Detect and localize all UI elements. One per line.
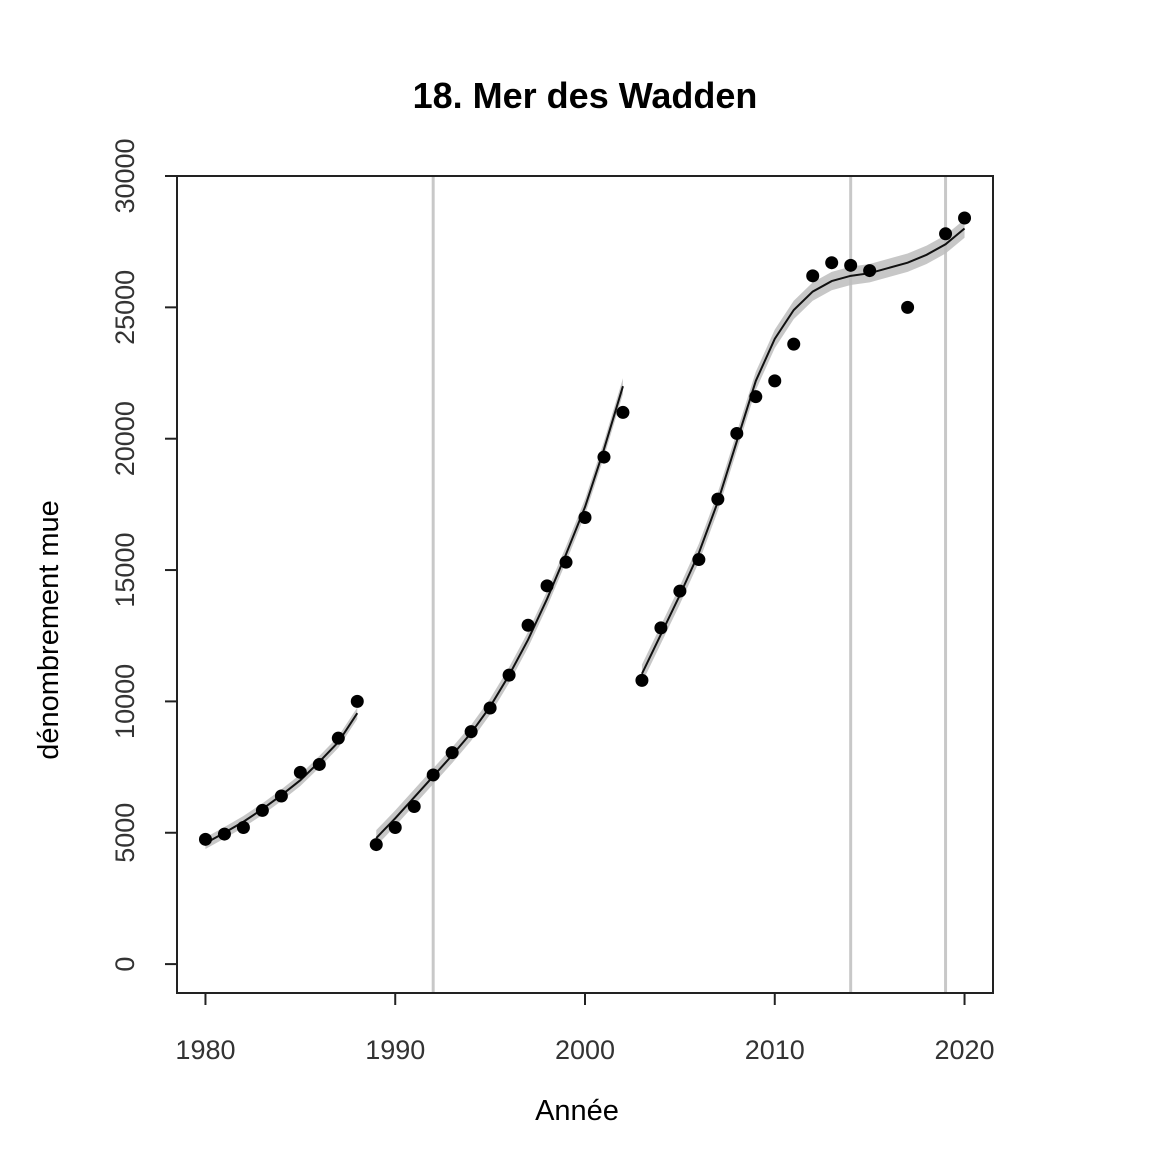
data-point (958, 211, 972, 225)
data-point (806, 269, 820, 283)
fit-line-2 (375, 385, 624, 839)
data-point (331, 731, 345, 745)
y-tick-label: 10000 (110, 664, 140, 739)
data-point (787, 337, 801, 351)
data-point (217, 827, 231, 841)
data-point (369, 838, 383, 852)
data-point (863, 264, 877, 278)
data-point (901, 300, 915, 314)
data-point (844, 258, 858, 272)
data-point (483, 701, 497, 715)
data-point (502, 668, 516, 682)
data-point (768, 374, 782, 388)
data-point (255, 803, 269, 817)
x-tick-label: 1990 (365, 1035, 425, 1065)
data-point (749, 390, 763, 404)
data-point (426, 768, 440, 782)
y-tick-label: 0 (110, 957, 140, 972)
data-point (350, 694, 364, 708)
x-tick-label: 2010 (745, 1035, 805, 1065)
data-point (939, 227, 953, 241)
data-point (236, 820, 250, 834)
fit-line-1 (204, 712, 359, 845)
x-tick-label: 2000 (555, 1035, 615, 1065)
y-axis: 0 5000 10000 15000 20000 25000 30000 (110, 138, 178, 972)
y-tick-label: 25000 (110, 270, 140, 345)
data-point (692, 553, 706, 567)
confidence-band-3 (641, 219, 965, 684)
reference-lines (431, 176, 948, 993)
data-point (464, 725, 478, 739)
x-axis: 1980 1990 2000 2010 2020 (175, 992, 995, 1065)
y-tick-label: 30000 (110, 138, 140, 213)
data-point (293, 765, 307, 779)
data-point (388, 820, 402, 834)
data-point (274, 789, 288, 803)
x-axis-label: Année (535, 1095, 619, 1127)
y-tick-label: 15000 (110, 533, 140, 608)
data-point (445, 746, 459, 760)
chart-title: 18. Mer des Wadden (413, 75, 758, 116)
data-point (673, 584, 687, 598)
data-point (312, 757, 326, 771)
x-tick-label: 2020 (934, 1035, 994, 1065)
data-point (635, 673, 649, 687)
data-point (654, 621, 668, 635)
data-point (825, 256, 839, 270)
data-points (198, 211, 972, 852)
data-point (198, 832, 212, 846)
x-tick-label: 1980 (175, 1035, 235, 1065)
plot-frame (176, 175, 994, 994)
data-point (616, 405, 630, 419)
data-point (711, 492, 725, 506)
confidence-band-2 (376, 378, 623, 846)
y-tick-label: 20000 (110, 401, 140, 476)
confidence-band-1 (205, 707, 358, 850)
y-tick-label: 5000 (110, 803, 140, 863)
data-point (540, 579, 554, 593)
data-point (578, 511, 592, 525)
data-point (521, 618, 535, 632)
data-point (407, 799, 421, 813)
data-point (597, 450, 611, 464)
data-point (559, 555, 573, 569)
data-point (730, 426, 744, 440)
y-axis-label: dénombrement mue (33, 500, 65, 760)
